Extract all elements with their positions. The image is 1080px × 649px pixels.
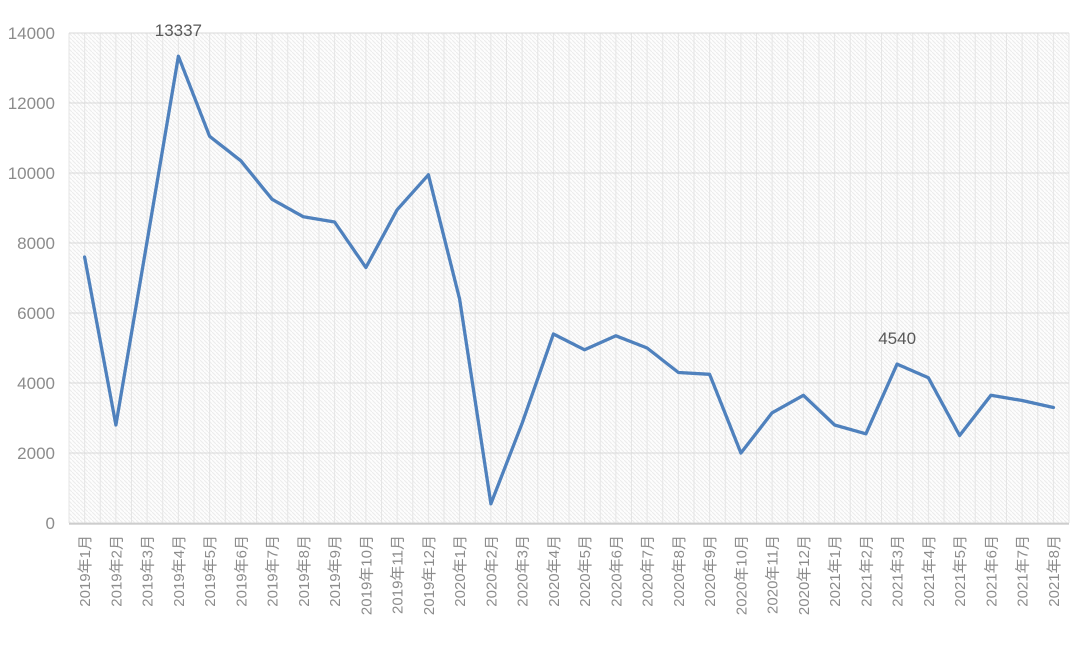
x-axis-tick-label: 2021年1月 xyxy=(827,535,844,607)
data-point-label: 4540 xyxy=(878,329,916,348)
y-axis-tick-label: 0 xyxy=(46,514,55,533)
x-axis-tick-label: 2021年7月 xyxy=(1015,535,1032,607)
x-axis-labels: 2019年1月 2019年2月 2019年3月 2019年4月 2019年5月 2019年… xyxy=(77,535,1063,615)
y-axis-tick-label: 2000 xyxy=(17,444,55,463)
x-axis-tick-label: 2020年5月 xyxy=(577,535,594,607)
x-axis-tick-label: 2021年5月 xyxy=(952,535,969,607)
y-axis-tick-label: 14000 xyxy=(8,24,55,43)
y-axis-tick-label: 8000 xyxy=(17,234,55,253)
x-axis-tick-label: 2019年7月 xyxy=(265,535,282,607)
x-axis-tick-label: 2019年8月 xyxy=(296,535,313,607)
x-axis-tick-label: 2021年4月 xyxy=(921,535,938,607)
x-axis-tick-label: 2020年9月 xyxy=(702,535,719,607)
data-labels: 13337 4540 xyxy=(155,21,916,348)
x-axis-tick-label: 2019年3月 xyxy=(140,535,157,607)
x-axis-tick-label: 2019年5月 xyxy=(202,535,219,607)
data-series-line xyxy=(82,54,1056,506)
y-axis-tick-label: 12000 xyxy=(8,94,55,113)
data-point-label: 13337 xyxy=(155,21,202,40)
x-axis-tick-label: 2020年1月 xyxy=(452,535,469,607)
x-axis-tick-label: 2020年10月 xyxy=(733,535,750,615)
x-axis-tick-label: 2019年11月 xyxy=(390,535,407,614)
x-axis-tick-label: 2019年9月 xyxy=(327,535,344,607)
y-axis-tick-label: 10000 xyxy=(8,164,55,183)
x-axis-tick-label: 2019年4月 xyxy=(171,535,188,607)
x-axis-tick-label: 2019年10月 xyxy=(358,535,375,615)
x-axis-tick-label: 2020年4月 xyxy=(546,535,563,607)
horizontal-gridlines xyxy=(69,32,1069,524)
x-axis-tick-label: 2020年7月 xyxy=(640,535,657,607)
x-axis-tick-label: 2020年8月 xyxy=(671,535,688,607)
x-axis-tick-label: 2021年6月 xyxy=(983,535,1000,607)
y-axis-tick-label: 6000 xyxy=(17,304,55,323)
x-axis-tick-label: 2020年2月 xyxy=(483,535,500,607)
x-axis-tick-label: 2019年6月 xyxy=(233,535,250,607)
x-axis-tick-label: 2019年1月 xyxy=(77,535,94,607)
x-axis-tick-label: 2020年11月 xyxy=(765,535,782,614)
x-axis-tick-label: 2021年3月 xyxy=(890,535,907,607)
x-axis-tick-label: 2019年12月 xyxy=(421,535,438,615)
y-axis-labels: 0 2000 4000 6000 8000 10000 12000 14000 xyxy=(8,24,55,533)
y-axis-tick-label: 4000 xyxy=(17,374,55,393)
x-axis-tick-label: 2020年3月 xyxy=(515,535,532,607)
x-axis-tick-label: 2021年8月 xyxy=(1046,535,1063,607)
x-axis-tick-label: 2020年12月 xyxy=(796,535,813,615)
x-axis-tick-label: 2021年2月 xyxy=(858,535,875,607)
vertical-gridlines xyxy=(68,33,1070,523)
x-axis-tick-label: 2019年2月 xyxy=(108,535,125,607)
x-axis-tick-label: 2020年6月 xyxy=(608,535,625,607)
